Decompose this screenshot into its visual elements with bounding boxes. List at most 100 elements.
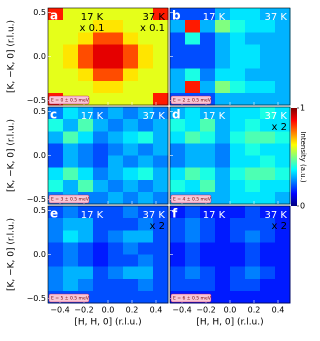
colorbar bbox=[291, 108, 297, 206]
heatmap-cell bbox=[123, 230, 139, 243]
heatmap-cell bbox=[123, 143, 139, 156]
heatmap-cell bbox=[230, 230, 246, 243]
heatmap-cell bbox=[48, 8, 64, 21]
heatmap-cell bbox=[153, 44, 169, 57]
heatmap-cell bbox=[48, 131, 64, 144]
right-temperature: 37 K bbox=[265, 210, 288, 221]
heatmap-cell bbox=[245, 167, 261, 181]
heatmap-cell bbox=[93, 278, 109, 292]
heatmap-cell bbox=[108, 278, 124, 292]
heatmap-cell bbox=[275, 167, 291, 181]
heatmap-cell bbox=[63, 20, 79, 33]
heatmap-cell bbox=[123, 290, 139, 304]
heatmap-cell bbox=[138, 242, 154, 255]
heatmap-cell bbox=[185, 242, 201, 255]
heatmap-cell bbox=[230, 167, 246, 181]
heatmap-cell bbox=[108, 254, 124, 267]
x-tick-label: −0.4 bbox=[50, 306, 69, 315]
heatmap-cell bbox=[78, 8, 94, 21]
heatmap-cell bbox=[185, 80, 201, 94]
heatmap-cell bbox=[93, 266, 109, 280]
y-axis-label: [K, −K, 0] (r.l.u.) bbox=[7, 20, 17, 93]
heatmap-cell bbox=[215, 131, 231, 144]
heatmap-cell bbox=[275, 218, 291, 231]
heatmap-cell bbox=[275, 254, 291, 267]
heatmap-cell bbox=[48, 242, 64, 255]
heatmap-cell bbox=[138, 20, 154, 33]
heatmap-cell bbox=[200, 278, 216, 292]
heatmap-cell bbox=[185, 179, 201, 193]
energy-box bbox=[48, 95, 90, 105]
heatmap-cell bbox=[200, 218, 216, 231]
left-temperature: 17 K bbox=[203, 111, 226, 122]
heatmap-cell bbox=[230, 44, 246, 57]
heatmap-cell bbox=[260, 143, 276, 156]
heatmap-cell bbox=[78, 206, 94, 219]
heatmap-cell bbox=[170, 56, 186, 69]
heatmap-cell bbox=[200, 179, 216, 193]
heatmap-cell bbox=[185, 32, 201, 45]
heatmap-cell bbox=[123, 107, 139, 120]
heatmap-cell bbox=[138, 254, 154, 267]
heatmap-cell bbox=[48, 80, 64, 94]
heatmap-cell bbox=[138, 155, 154, 168]
heatmap-cell bbox=[215, 278, 231, 292]
heatmap-cell bbox=[153, 266, 169, 280]
heatmap-cell bbox=[153, 179, 169, 193]
heatmap-cell bbox=[123, 218, 139, 231]
heatmap-cell bbox=[138, 80, 154, 94]
heatmap-cell bbox=[245, 278, 261, 292]
heatmap-cell bbox=[108, 167, 124, 181]
heatmap-cell bbox=[108, 119, 124, 132]
heatmap-cell bbox=[48, 218, 64, 231]
heatmap-cell bbox=[123, 266, 139, 280]
heatmap-cell bbox=[108, 266, 124, 280]
heatmap-cell bbox=[215, 191, 231, 205]
heatmap-cell bbox=[230, 32, 246, 45]
energy-label: E = 6 ± 0.5 meV bbox=[173, 296, 212, 302]
heatmap-cell bbox=[123, 278, 139, 292]
heatmap-cell bbox=[78, 107, 94, 120]
colorbar-tick-label: 0 bbox=[300, 202, 305, 211]
heatmap-cell bbox=[275, 119, 291, 132]
heatmap-cell bbox=[63, 8, 79, 21]
heatmap-cell bbox=[108, 290, 124, 304]
left-temperature: 17 K bbox=[203, 210, 226, 221]
y-tick-label: 0.0 bbox=[33, 52, 46, 61]
heatmap-cell bbox=[108, 107, 124, 120]
heatmap-cell bbox=[63, 254, 79, 267]
heatmap-cell bbox=[108, 44, 124, 57]
heatmap-cell bbox=[200, 8, 216, 21]
heatmap-cell bbox=[185, 119, 201, 132]
heatmap-cell bbox=[78, 44, 94, 57]
left-temperature: 17 K bbox=[203, 12, 226, 23]
heatmap-cell bbox=[48, 179, 64, 193]
y-tick-label: −0.5 bbox=[27, 294, 46, 303]
heatmap-cell bbox=[153, 230, 169, 243]
heatmap-cell bbox=[245, 290, 261, 304]
x-axis-label: [H, H, 0] (r.l.u.) bbox=[196, 318, 263, 328]
heatmap-cell bbox=[153, 32, 169, 45]
heatmap-cell bbox=[153, 56, 169, 69]
heatmap-cell bbox=[185, 20, 201, 33]
heatmap-cell bbox=[153, 8, 169, 21]
heatmap-cell bbox=[93, 20, 109, 33]
heatmap-cell bbox=[170, 131, 186, 144]
heatmap-cell bbox=[275, 8, 291, 21]
heatmap-cell bbox=[93, 68, 109, 82]
heatmap-cell bbox=[185, 230, 201, 243]
heatmap-cell bbox=[138, 32, 154, 45]
heatmap-cell bbox=[93, 131, 109, 144]
heatmap-cell bbox=[200, 44, 216, 57]
heatmap-cell bbox=[245, 131, 261, 144]
heatmap-cell bbox=[93, 32, 109, 45]
heatmap-cell bbox=[260, 242, 276, 255]
heatmap-cell bbox=[48, 107, 64, 120]
heatmap-cell bbox=[215, 107, 231, 120]
heatmap-cell bbox=[138, 179, 154, 193]
heatmap-cell bbox=[63, 206, 79, 219]
left-temperature: 17 K bbox=[81, 210, 104, 221]
x-tick-label: 0.4 bbox=[272, 306, 285, 315]
heatmap-cell bbox=[93, 143, 109, 156]
heatmap-cell bbox=[215, 92, 231, 106]
